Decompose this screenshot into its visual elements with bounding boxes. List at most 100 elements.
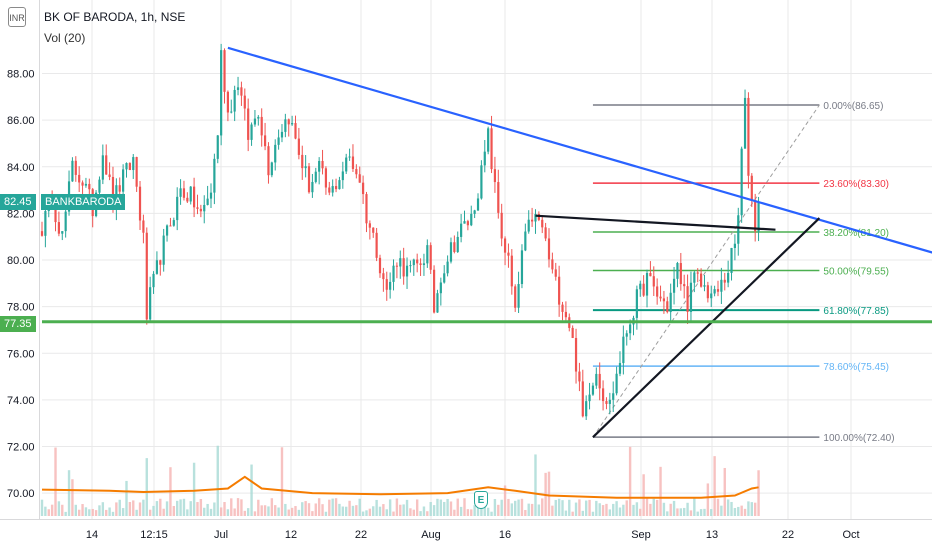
candle-body	[747, 97, 750, 176]
volume-bar	[689, 510, 693, 516]
time-tick-label: Aug	[421, 529, 441, 541]
volume-bar	[274, 505, 277, 516]
candle-body	[142, 220, 145, 233]
volume-bar	[476, 505, 480, 516]
time-tick-label: Jul	[214, 529, 228, 541]
volume-bar	[459, 506, 463, 516]
volume-bar	[547, 471, 551, 516]
candle-body	[605, 401, 608, 404]
volume-bar	[703, 508, 706, 516]
candle-body	[321, 160, 324, 169]
volume-bar	[581, 510, 584, 516]
volume-bar	[737, 506, 740, 516]
candle-body	[733, 243, 736, 248]
volume-bar	[584, 500, 588, 516]
candle-body	[294, 123, 297, 139]
earnings-marker-icon[interactable]: E	[474, 491, 488, 509]
candle-body	[574, 337, 578, 372]
candle-body	[561, 304, 564, 312]
volume-bar	[415, 499, 419, 516]
volume-bar	[67, 470, 71, 516]
volume-bar	[284, 503, 287, 516]
candle-body	[544, 227, 547, 239]
time-axis[interactable]: 14 12:15 Jul 12 22 Aug 16 Sep 13 22 Oct	[86, 529, 860, 541]
fib-level-label: 38.20%(81.20)	[823, 228, 889, 239]
volume-bar	[250, 464, 253, 516]
support-price-value: 77.35	[4, 318, 32, 330]
candle-body	[460, 223, 463, 237]
volume-bar	[466, 509, 470, 516]
volume-bar	[260, 505, 263, 516]
price-axis[interactable]: 88.00 86.00 84.00 82.00 80.00 78.00 76.00 74.00…	[7, 0, 40, 520]
volume-bar	[402, 504, 405, 516]
volume-bar	[172, 506, 176, 516]
candle-body	[713, 289, 716, 294]
candle-body	[487, 128, 490, 152]
candle-body	[409, 265, 412, 267]
currency-badge: INR	[8, 7, 26, 27]
candle-body	[490, 128, 493, 170]
candle-body	[564, 311, 567, 318]
candle-body	[307, 166, 311, 193]
volume-bar	[429, 502, 432, 516]
trendlines[interactable]	[42, 46, 932, 438]
candle-body	[622, 336, 625, 364]
volume-bar	[655, 499, 659, 516]
candle-body	[220, 50, 223, 136]
volume-bar	[517, 499, 520, 516]
volume-bar	[669, 503, 672, 516]
volume-bar	[422, 506, 426, 516]
candle-body	[547, 238, 551, 260]
symbol-title[interactable]: BK OF BARODA, 1h, NSE	[44, 10, 186, 24]
candle-body	[64, 211, 67, 232]
volume-bar	[649, 503, 652, 516]
volume-bar	[730, 501, 733, 516]
volume-bar	[71, 479, 74, 516]
fib-level-label: 50.00%(79.55)	[823, 266, 889, 277]
candle-body	[588, 394, 591, 402]
volume-bar	[301, 502, 304, 516]
candle-body	[196, 207, 199, 209]
volume-bar	[74, 504, 77, 516]
trendline-rising-support	[592, 217, 821, 438]
candle-body	[662, 298, 666, 302]
candle-body	[683, 284, 686, 287]
price-tick-label: 82.00	[7, 208, 35, 220]
candle-body	[639, 283, 642, 290]
candle-body	[645, 273, 649, 296]
volume-bar	[64, 511, 67, 516]
volume-bar	[54, 447, 57, 516]
volume-bar	[243, 510, 246, 516]
fibonacci-retracement[interactable]: 0.00%(86.65) 23.60%(83.30) 38.20%(81.20) 50…	[592, 101, 895, 444]
volume-bar	[419, 511, 422, 516]
candle-body	[274, 144, 277, 163]
candle-body	[263, 135, 267, 147]
candle-body	[727, 272, 730, 283]
volume-bar	[148, 509, 152, 516]
time-tick-label: 22	[355, 529, 367, 541]
time-tick-label: 13	[706, 529, 718, 541]
volume-bar	[142, 499, 145, 516]
candle-body	[493, 169, 497, 183]
volume-bar	[683, 507, 686, 516]
volume-bar	[176, 500, 179, 516]
candle-body	[270, 162, 273, 176]
volume-bar	[716, 498, 720, 516]
volume-bar	[713, 456, 716, 516]
candle-body	[446, 261, 449, 274]
candle-body	[578, 371, 581, 382]
volume-bar	[470, 509, 473, 516]
symbol-label-tag: BANKBARODA	[41, 194, 126, 210]
candle-body	[642, 283, 645, 296]
volume-legend[interactable]: Vol (20)	[44, 31, 86, 45]
volume-bar	[432, 505, 436, 516]
candle-body	[497, 182, 500, 213]
candle-body	[517, 284, 520, 308]
volume-bar	[463, 498, 466, 516]
candle-body	[473, 210, 476, 214]
candle-body	[598, 373, 601, 389]
volume-bar	[132, 500, 135, 516]
candle-body	[416, 259, 419, 264]
